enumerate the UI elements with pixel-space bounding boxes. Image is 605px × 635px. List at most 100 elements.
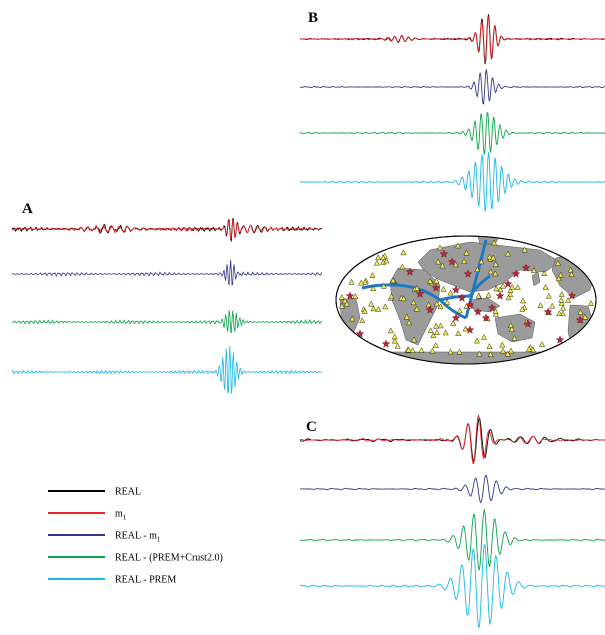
triangle-icon [362,278,369,285]
triangle-icon [425,301,432,308]
triangle-icon [437,303,444,310]
triangle-icon [442,329,449,336]
continent-shape [339,351,596,364]
triangle-icon [456,348,463,355]
triangle-icon [568,271,575,277]
triangle-icon [493,310,499,317]
triangle-icon [400,249,407,256]
triangle-icon [387,327,394,334]
triangle-icon [474,266,481,272]
star-icon [487,303,497,312]
triangle-icon [559,310,566,317]
triangle-icon [560,304,566,311]
triangle-icon [558,291,565,297]
triangle-icon [474,337,480,344]
star-icon [543,307,553,316]
star-icon [381,339,391,348]
triangle-icon [406,319,412,326]
triangle-icon [427,327,434,333]
ray-path [438,298,467,320]
star-icon [451,285,461,294]
triangle-icon [380,254,386,261]
triangle-icon [537,302,544,308]
triangle-icon [491,239,497,246]
triangle-icon [411,336,417,343]
triangle-icon [444,299,451,305]
triangle-icon [507,322,514,328]
triangle-icon [558,300,565,306]
triangle-icon [478,258,485,265]
triangle-icon [403,313,410,320]
triangle-icon [455,330,462,336]
star-icon [457,293,467,302]
triangle-icon [450,320,457,326]
panel-a-seismograms [11,218,323,394]
triangle-icon [439,262,446,269]
ray-path [468,274,491,297]
trace-b-real-minus-prem-crust [299,111,605,155]
triangle-icon [507,287,514,293]
legend-label: REAL - m1 [115,531,161,544]
star-icon [405,267,415,276]
triangle-icon [497,286,504,293]
triangle-icon [500,347,506,354]
triangle-icon [493,285,500,292]
triangle-icon [400,295,407,302]
triangle-icon [370,305,377,312]
trace-c-real-minus-prem-crust [299,508,605,572]
triangle-icon [434,329,440,335]
triangle-icon [433,277,440,284]
triangle-icon [565,297,571,303]
star-icon [447,257,457,266]
triangle-icon [557,271,564,278]
triangle-icon [582,313,588,320]
panel-label-a: A [22,201,33,217]
triangle-icon [343,300,350,307]
triangle-icon [447,289,454,296]
triangle-icon [541,270,548,276]
triangle-icon [456,307,463,314]
triangle-icon [476,350,483,357]
star-icon [555,335,565,344]
star-icon [567,291,577,300]
triangle-icon [499,341,506,348]
triangle-icon [375,306,382,312]
triangle-icon [511,335,518,341]
trace-c-real [299,416,605,463]
star-icon [503,279,513,288]
triangle-icon [542,284,549,290]
triangle-icon [413,305,420,312]
triangle-icon [555,275,562,281]
triangle-icon [500,282,506,289]
triangle-icon [504,350,511,357]
triangle-icon [382,303,389,310]
panel-b-seismograms [299,14,605,211]
continent-shape [494,313,536,343]
legend-label: m1 [115,509,127,522]
triangle-icon [475,292,482,299]
star-icon [465,300,475,309]
triangle-icon [338,294,345,300]
triangle-icon [447,348,454,355]
star-icon [495,291,505,300]
triangle-icon [530,346,536,353]
triangle-icon [352,293,359,299]
triangle-icon [508,347,514,354]
triangle-icon [504,250,511,257]
star-icon [439,249,449,258]
map-stations [338,239,594,357]
triangle-icon [370,285,377,291]
triangle-icon [435,258,442,265]
triangle-icon [514,284,521,290]
triangle-icon [556,310,563,316]
triangle-icon [539,341,545,347]
star-icon [425,305,435,314]
triangle-icon [549,302,556,309]
continent-shape [531,271,541,287]
triangle-icon [394,342,401,349]
triangle-icon [433,322,440,329]
triangle-icon [505,294,512,301]
legend-label: REAL - (PREM+Crust2.0) [115,553,223,564]
trace-a-real-minus-prem [11,345,323,394]
triangle-icon [526,345,532,352]
